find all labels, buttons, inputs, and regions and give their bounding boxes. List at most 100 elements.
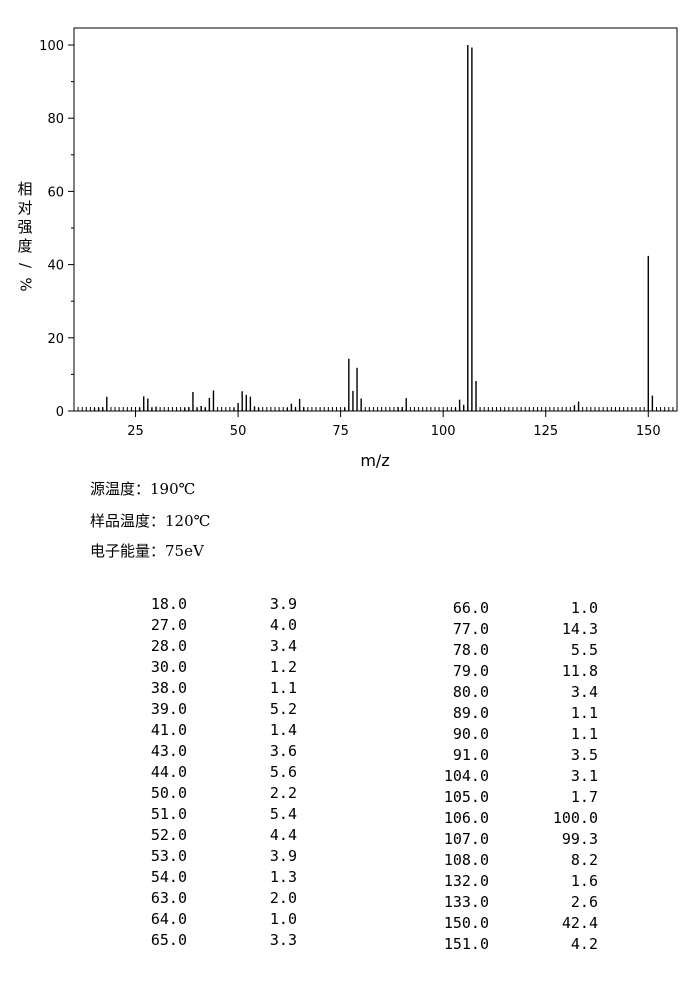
- y-tick-label: 80: [47, 112, 64, 127]
- peak-table-row: 44.0 5.6: [100, 762, 300, 783]
- peak-table-row: 63.0 2.0: [100, 888, 300, 909]
- peak-intensity: 14.3: [561, 620, 598, 638]
- peak-intensity: 5.2: [269, 700, 297, 718]
- x-tick-label: 75: [332, 424, 349, 439]
- peak-mz: 44.0: [150, 763, 187, 781]
- peak-intensity: 3.6: [269, 742, 297, 760]
- peak-table-right: 66.0 1.0 77.0 14.3 78.0 5.5 79.0 11.8 80.0 3.4 89.…: [400, 598, 600, 955]
- mass-spectrum-chart: 25 50 75 100 125 150 0 20 40 60 80 100 m/z: [39, 27, 678, 470]
- y-axis-label-char: 相: [17, 180, 33, 198]
- y-axis-label-char: 强: [17, 218, 33, 236]
- peak-table-row: 133.0 2.6: [400, 892, 600, 913]
- peak-intensity: 1.1: [570, 704, 598, 722]
- peak-mz: 107.0: [443, 830, 489, 848]
- peak-intensity: 5.5: [570, 641, 598, 659]
- y-axis-label: 相对强度 /%: [14, 180, 36, 294]
- peak-mz: 78.0: [452, 641, 489, 659]
- peak-intensity: 2.2: [269, 784, 297, 802]
- peak-table-row: 104.0 3.1: [400, 766, 600, 787]
- x-tick-label: 150: [636, 424, 661, 439]
- peak-intensity: 2.6: [570, 893, 598, 911]
- peak-table-row: 39.0 5.2: [100, 699, 300, 720]
- peak-mz: 30.0: [150, 658, 187, 676]
- x-tick-label: 50: [230, 424, 247, 439]
- peak-table-row: 54.0 1.3: [100, 867, 300, 888]
- peak-mz: 80.0: [452, 683, 489, 701]
- x-tick-label: 125: [533, 424, 558, 439]
- peak-intensity: 3.9: [269, 847, 297, 865]
- x-tick-label: 100: [431, 424, 456, 439]
- peak-bars: [93, 45, 654, 411]
- peak-mz: 54.0: [150, 868, 187, 886]
- peak-mz: 90.0: [452, 725, 489, 743]
- peak-mz: 105.0: [443, 788, 489, 806]
- peak-mz: 28.0: [150, 637, 187, 655]
- peak-intensity: 1.1: [570, 725, 598, 743]
- y-tick-label: 100: [39, 39, 64, 54]
- source-temperature: 源温度：190℃: [90, 480, 196, 498]
- sample-temperature: 样品温度：120℃: [90, 512, 211, 530]
- peak-mz: 50.0: [150, 784, 187, 802]
- peak-table-row: 105.0 1.7: [400, 787, 600, 808]
- peak-intensity: 5.4: [269, 805, 297, 823]
- peak-mz: 89.0: [452, 704, 489, 722]
- peak-intensity: 3.4: [269, 637, 297, 655]
- peak-intensity: 99.3: [561, 830, 598, 848]
- peak-intensity: 1.3: [269, 868, 297, 886]
- peak-mz: 63.0: [150, 889, 187, 907]
- peak-table-row: 30.0 1.2: [100, 657, 300, 678]
- peak-intensity: 3.5: [570, 746, 598, 764]
- peak-table-row: 65.0 3.3: [100, 930, 300, 951]
- y-axis-label-char: 对: [17, 199, 33, 217]
- peak-table-row: 66.0 1.0: [400, 598, 600, 619]
- peak-mz: 38.0: [150, 679, 187, 697]
- peak-mz: 51.0: [150, 805, 187, 823]
- peak-intensity: 1.0: [570, 599, 598, 617]
- peak-table-row: 90.0 1.1: [400, 724, 600, 745]
- peak-table-row: 108.0 8.2: [400, 850, 600, 871]
- peak-table-row: 38.0 1.1: [100, 678, 300, 699]
- y-tick-label: 20: [47, 332, 64, 347]
- peak-mz: 65.0: [150, 931, 187, 949]
- y-tick-label: 0: [56, 405, 64, 420]
- y-axis-label-char: %: [16, 277, 35, 292]
- peak-mz: 79.0: [452, 662, 489, 680]
- peak-mz: 77.0: [452, 620, 489, 638]
- x-axis-label: m/z: [360, 451, 389, 470]
- peak-intensity: 8.2: [570, 851, 598, 869]
- peak-mz: 104.0: [443, 767, 489, 785]
- peak-intensity: 4.0: [269, 616, 297, 634]
- peak-table-row: 91.0 3.5: [400, 745, 600, 766]
- peak-table-row: 132.0 1.6: [400, 871, 600, 892]
- peak-mz: 151.0: [443, 935, 489, 953]
- peak-mz: 64.0: [150, 910, 187, 928]
- peak-intensity: 3.4: [570, 683, 598, 701]
- peak-table-left: 18.0 3.9 27.0 4.0 28.0 3.4 30.0 1.2 38.0 1.1 39.0 5…: [100, 594, 300, 951]
- peak-intensity: 1.1: [269, 679, 297, 697]
- peak-mz: 53.0: [150, 847, 187, 865]
- peak-table-row: 27.0 4.0: [100, 615, 300, 636]
- peak-mz: 106.0: [443, 809, 489, 827]
- peak-mz: 108.0: [443, 851, 489, 869]
- peak-mz: 150.0: [443, 914, 489, 932]
- peak-intensity: 2.0: [269, 889, 297, 907]
- peak-mz: 39.0: [150, 700, 187, 718]
- electron-energy: 电子能量：75eV: [90, 542, 204, 560]
- peak-mz: 18.0: [150, 595, 187, 613]
- peak-intensity: 5.6: [269, 763, 297, 781]
- peak-intensity: 4.4: [269, 826, 297, 844]
- peak-intensity: 3.1: [570, 767, 598, 785]
- peak-mz: 41.0: [150, 721, 187, 739]
- peak-intensity: 1.0: [269, 910, 297, 928]
- peak-intensity: 42.4: [561, 914, 598, 932]
- peak-intensity: 100.0: [552, 809, 598, 827]
- y-axis-label-char: 度: [17, 237, 33, 255]
- peak-mz: 27.0: [150, 616, 187, 634]
- peak-table-row: 151.0 4.2: [400, 934, 600, 955]
- peak-table-row: 52.0 4.4: [100, 825, 300, 846]
- peak-mz: 52.0: [150, 826, 187, 844]
- peak-intensity: 11.8: [561, 662, 598, 680]
- peak-table-row: 107.0 99.3: [400, 829, 600, 850]
- peak-table-row: 41.0 1.4: [100, 720, 300, 741]
- peak-intensity: 1.6: [570, 872, 598, 890]
